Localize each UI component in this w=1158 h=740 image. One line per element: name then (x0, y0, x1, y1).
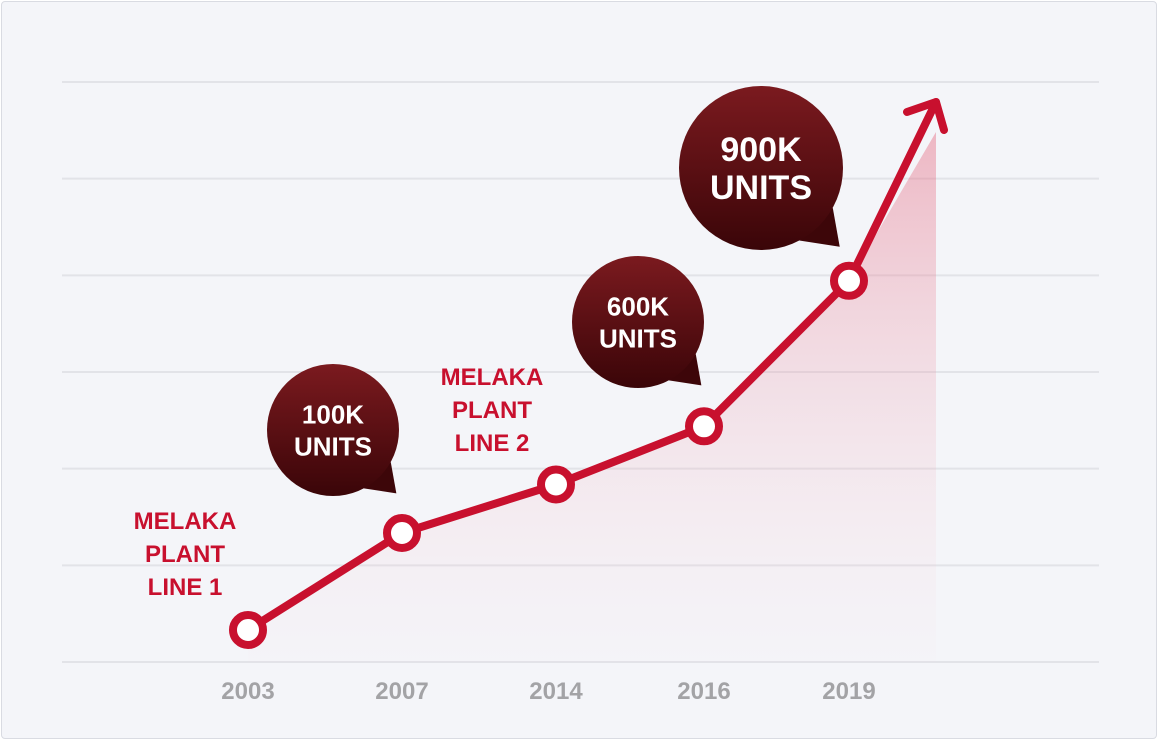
bubble-circle (572, 256, 704, 388)
data-point-2014 (537, 465, 575, 504)
annotations: MELAKA PLANT LINE 1 MELAKA PLANT LINE 2 (134, 364, 544, 601)
bubble-tail (363, 461, 397, 494)
annotation-line: LINE 2 (455, 430, 530, 457)
bubble-label: 900K (720, 131, 802, 169)
data-point-2007 (383, 514, 421, 552)
annotation-line: PLANT (145, 541, 225, 568)
bubble-label: UNITS (294, 431, 372, 461)
series-polyline (244, 98, 940, 634)
data-point-2019 (830, 261, 868, 300)
x-tick-label: 2014 (529, 678, 583, 705)
x-tick-label: 2019 (822, 678, 875, 705)
x-tick-label: 2003 (221, 678, 274, 705)
milestone-annotation: MELAKA PLANT LINE 2 (441, 364, 544, 457)
data-point-2016 (685, 407, 723, 446)
data-points (229, 261, 868, 649)
x-axis-tick-labels: 2003 2007 2014 2016 2019 (221, 678, 875, 705)
annotation-line: PLANT (452, 397, 532, 424)
bubble-tail (799, 207, 840, 247)
milestone-annotation: MELAKA PLANT LINE 1 (134, 508, 237, 601)
bubble-label: 100K (302, 399, 364, 429)
arrow-head (903, 98, 948, 134)
bubble-label: UNITS (599, 323, 677, 353)
data-point-2003 (229, 611, 267, 649)
bubble-label: UNITS (710, 169, 812, 207)
annotation-line: LINE 1 (148, 574, 223, 601)
bubble-circle (267, 364, 399, 496)
bubble-label: 600K (607, 291, 669, 321)
series-line (244, 98, 948, 634)
x-tick-label: 2007 (375, 678, 428, 705)
x-tick-label: 2016 (677, 678, 730, 705)
bubble-tail (668, 353, 702, 386)
annotation-line: MELAKA (134, 508, 237, 535)
bubble-circle (679, 86, 843, 250)
annotation-line: MELAKA (441, 364, 544, 391)
